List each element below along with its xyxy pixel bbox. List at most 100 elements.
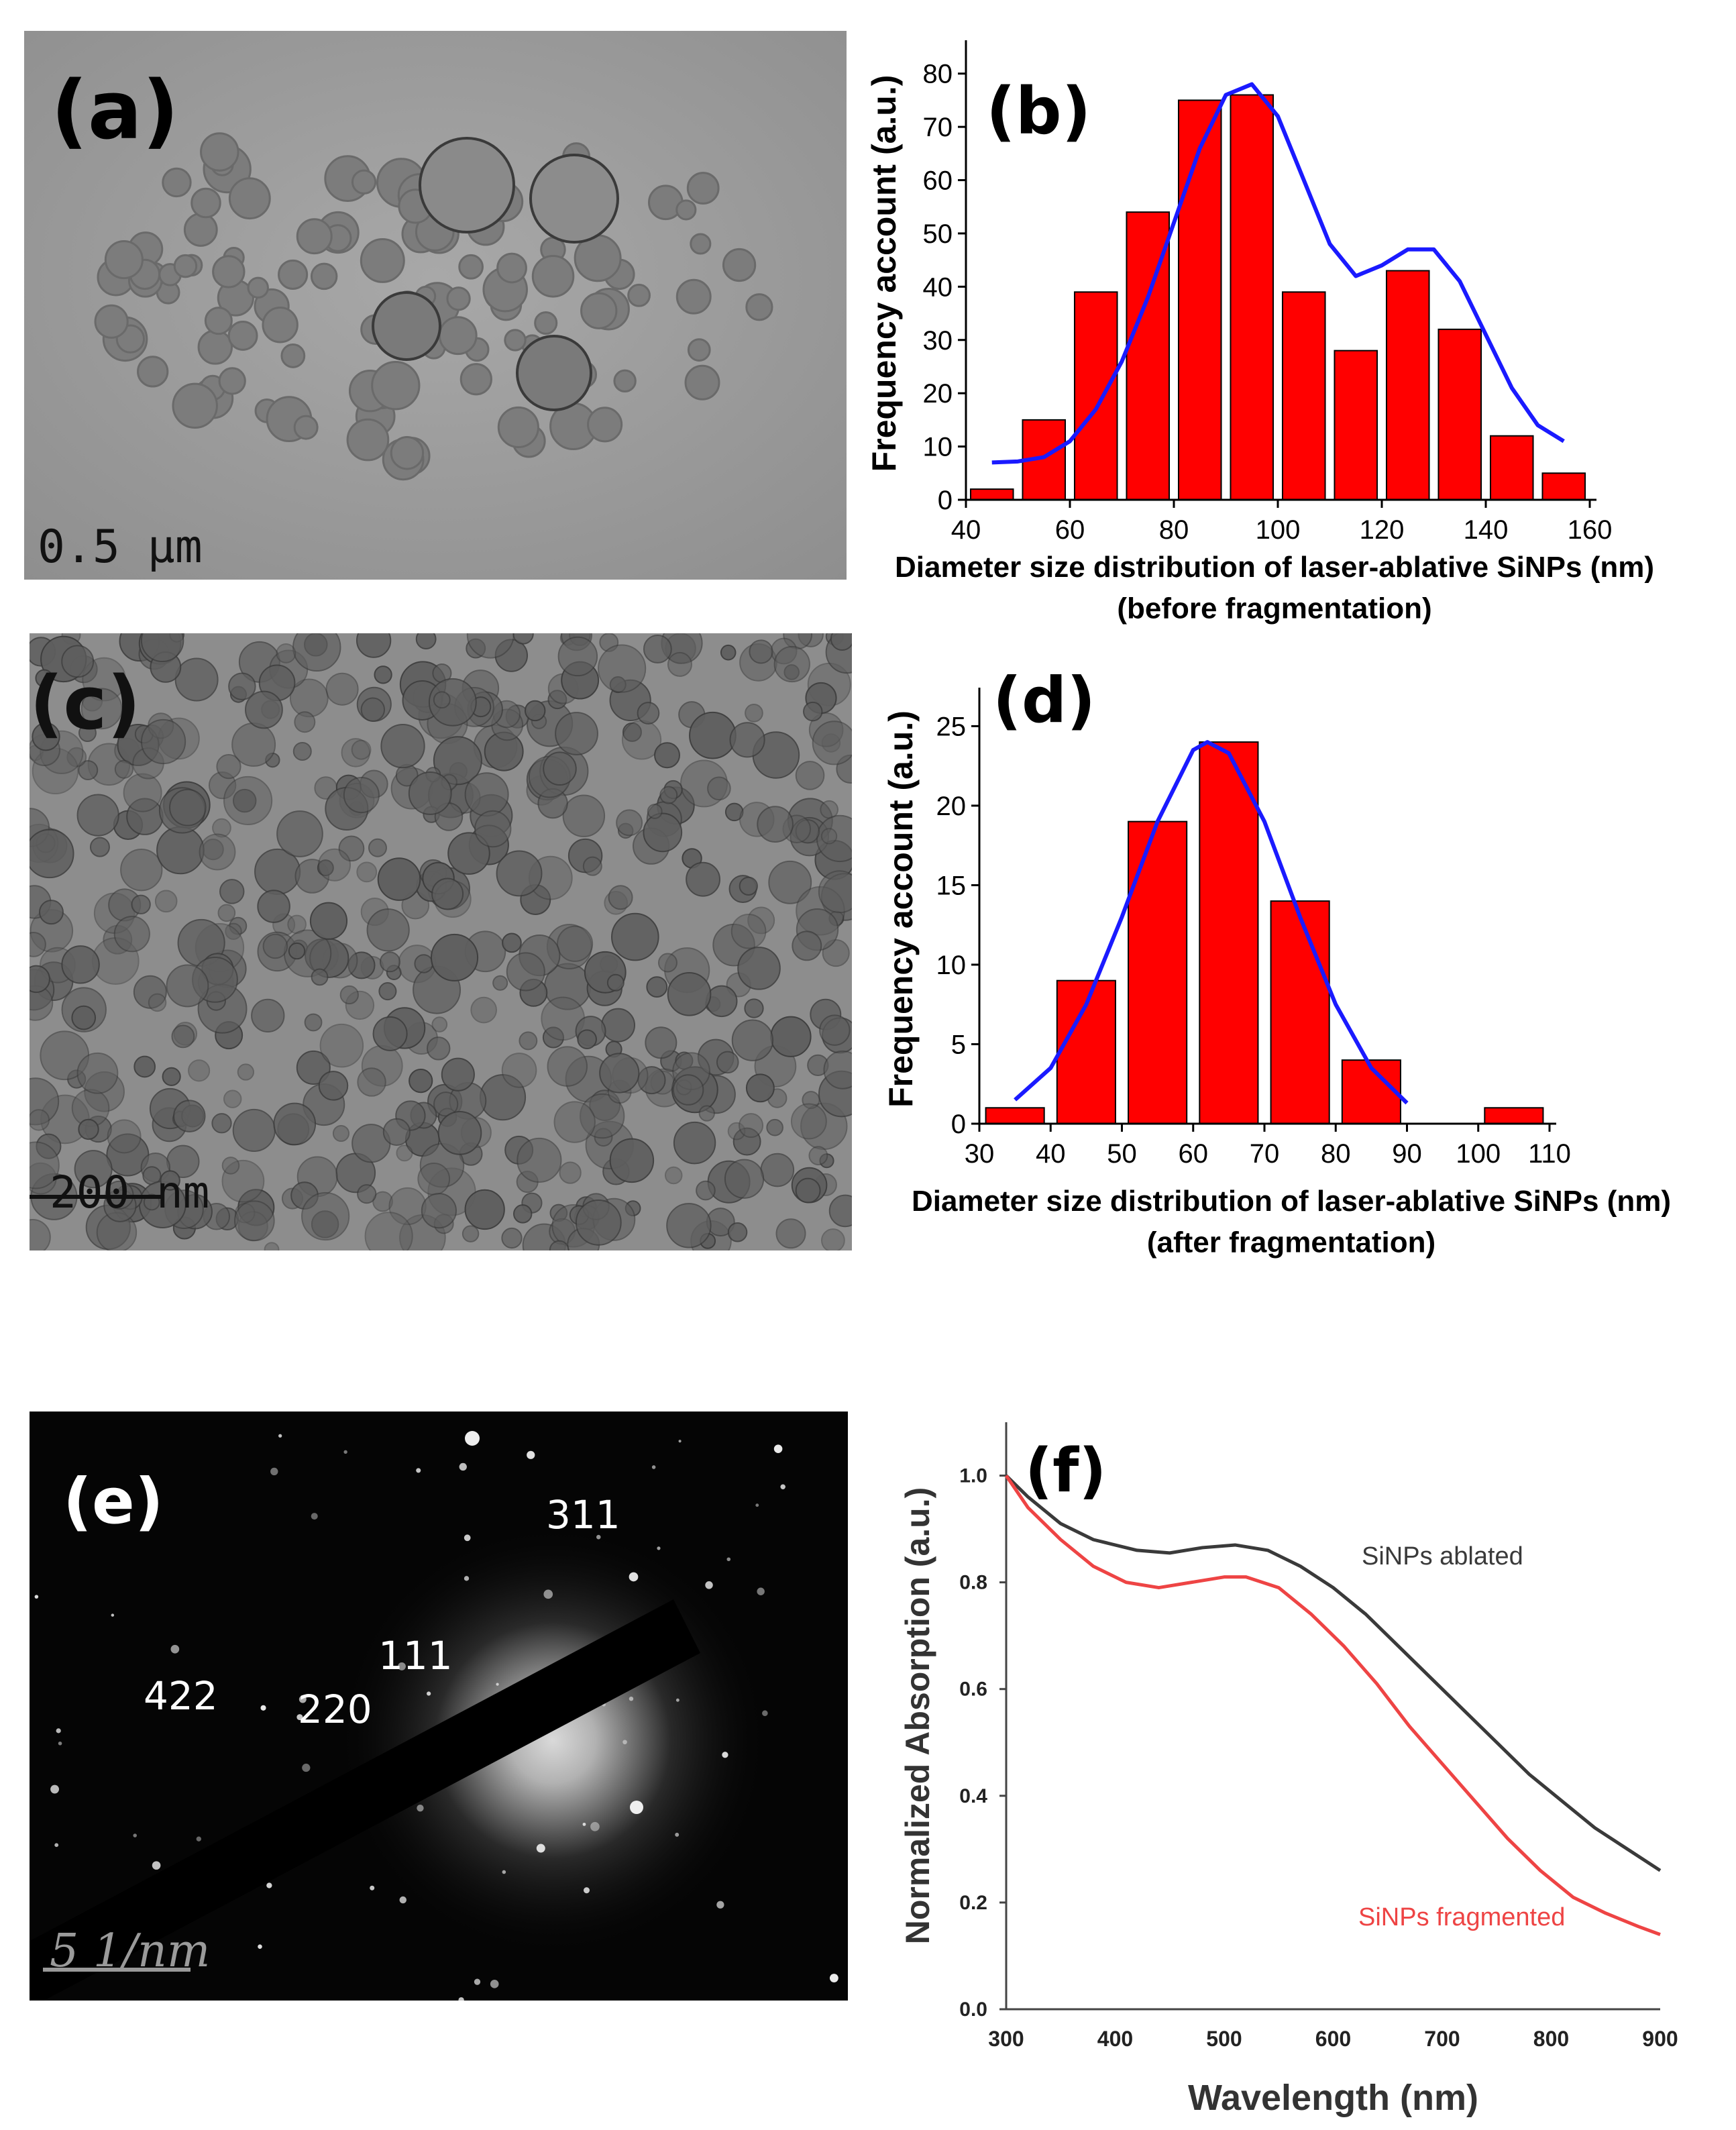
nanoparticle	[622, 722, 642, 742]
nanoparticle	[173, 1100, 206, 1132]
nanoparticle	[672, 1074, 704, 1106]
nanoparticle	[696, 1180, 716, 1201]
nanoparticle	[156, 826, 205, 875]
diffraction-spot	[302, 1763, 311, 1772]
nanoparticle	[171, 1024, 195, 1049]
nanoparticle	[673, 1121, 716, 1165]
nanoparticle	[823, 1050, 852, 1089]
nanoparticle	[276, 810, 323, 857]
nanoparticle	[657, 953, 677, 973]
nanoparticle	[199, 833, 236, 871]
nanoparticle	[687, 338, 711, 362]
nanoparticle	[78, 724, 97, 743]
x-tick-label-b-60: 60	[1055, 515, 1085, 545]
nanoparticle	[273, 1102, 317, 1146]
x-tick-label-d-90: 90	[1392, 1139, 1422, 1169]
nanoparticle	[357, 1184, 377, 1204]
nanoparticle	[433, 1091, 459, 1117]
chart-d-plot-area: 30 40 50 60 70 80 90 100 110 0 5 10 15 20 25 Frequency …	[882, 688, 1671, 1259]
y-tick-label-b-10: 10	[923, 433, 953, 462]
nanoparticle	[582, 856, 602, 876]
nanoparticle	[501, 1053, 537, 1088]
nanoparticle	[32, 722, 60, 751]
x-tick-label-d-100: 100	[1456, 1139, 1501, 1169]
y-tick-label-b-50: 50	[923, 219, 953, 249]
nanoparticle	[351, 169, 377, 195]
nanoparticle	[819, 1014, 851, 1046]
nanoparticle	[221, 1157, 240, 1175]
bar-b-155	[1541, 472, 1586, 501]
nanoparticle	[458, 254, 484, 280]
nanoparticle	[294, 711, 316, 733]
diffraction-spot	[502, 1870, 506, 1874]
bar-b-145	[1489, 435, 1534, 500]
nanoparticle	[775, 1218, 806, 1249]
nanoparticle	[262, 933, 288, 959]
nanoparticle	[30, 932, 46, 957]
nanoparticle	[78, 1118, 99, 1140]
nanoparticle	[684, 364, 720, 401]
nanoparticle	[616, 809, 643, 837]
nanoparticle	[30, 829, 74, 879]
nanoparticle	[80, 688, 123, 730]
diffraction-spot	[56, 1728, 61, 1734]
nanoparticle	[166, 964, 209, 1008]
nanoparticle	[675, 199, 697, 221]
nanoparticle	[747, 906, 775, 935]
nanoparticle	[293, 415, 319, 440]
nanoparticle	[667, 971, 712, 1016]
diffraction-spot	[258, 1944, 262, 1949]
nanoparticle	[643, 635, 672, 663]
nanoparticle	[390, 436, 425, 470]
nanoparticle	[428, 678, 477, 727]
x-tick-label-d-60: 60	[1179, 1139, 1209, 1169]
nanoparticle	[730, 913, 767, 949]
nanoparticle	[378, 981, 397, 1001]
series-line-sinps-fragmented	[1004, 1475, 1661, 1936]
nanoparticle	[343, 777, 380, 814]
diffraction-spot	[716, 1901, 724, 1909]
diffraction-spot	[54, 1843, 59, 1848]
nanoparticle	[366, 908, 410, 952]
nanoparticle	[739, 876, 758, 896]
nanoparticle	[107, 1119, 142, 1154]
y-tick-label-d-20: 20	[936, 792, 967, 821]
nanoparticle	[557, 636, 598, 677]
x-tick-label-d-30: 30	[965, 1139, 995, 1169]
tem-image-a: (a) 0.5 µm	[24, 31, 847, 580]
nanoparticle	[433, 691, 451, 709]
diffraction-spot	[270, 1467, 278, 1476]
nanoparticle	[372, 1191, 393, 1212]
nanoparticle	[311, 968, 329, 986]
nanoparticle	[264, 1242, 280, 1250]
nanoparticle	[690, 233, 712, 255]
x-tick-label-f-500: 500	[1206, 2027, 1242, 2051]
nanoparticle	[223, 1089, 242, 1108]
nanoparticle	[30, 965, 50, 994]
fit-curve-b	[991, 82, 1565, 465]
diffraction-spot	[170, 1644, 180, 1654]
diffraction-spot	[582, 1822, 586, 1826]
panel-label-c: (c)	[30, 660, 141, 746]
bar-d-55	[1128, 820, 1188, 1124]
diffraction-spot	[133, 1833, 137, 1838]
y-axis-label-b: Frequency account (a.u.)	[865, 75, 903, 472]
ring-label-220: 220	[298, 1687, 372, 1732]
nanoparticle	[66, 747, 87, 767]
nanoparticle	[104, 240, 144, 280]
bar-d-105	[1484, 1107, 1544, 1125]
x-tick-label-f-600: 600	[1315, 2027, 1351, 2051]
nanoparticle	[338, 835, 365, 862]
nanoparticle	[356, 861, 378, 883]
x-axis-label2-b: (before fragmentation)	[1117, 592, 1431, 625]
diffraction-spot	[762, 1710, 768, 1717]
diffraction-spot	[34, 1595, 39, 1599]
ring-label-311: 311	[546, 1492, 620, 1538]
nanoparticle	[749, 639, 773, 664]
y-tick-label-d-15: 15	[936, 871, 967, 900]
nanoparticle	[534, 311, 558, 335]
nanoparticle	[278, 259, 309, 290]
x-axis-label-d: Diameter size distribution of laser-abla…	[912, 1185, 1671, 1218]
diffraction-spot	[416, 1468, 421, 1473]
saed-pattern-e-graphic	[30, 1412, 848, 2001]
